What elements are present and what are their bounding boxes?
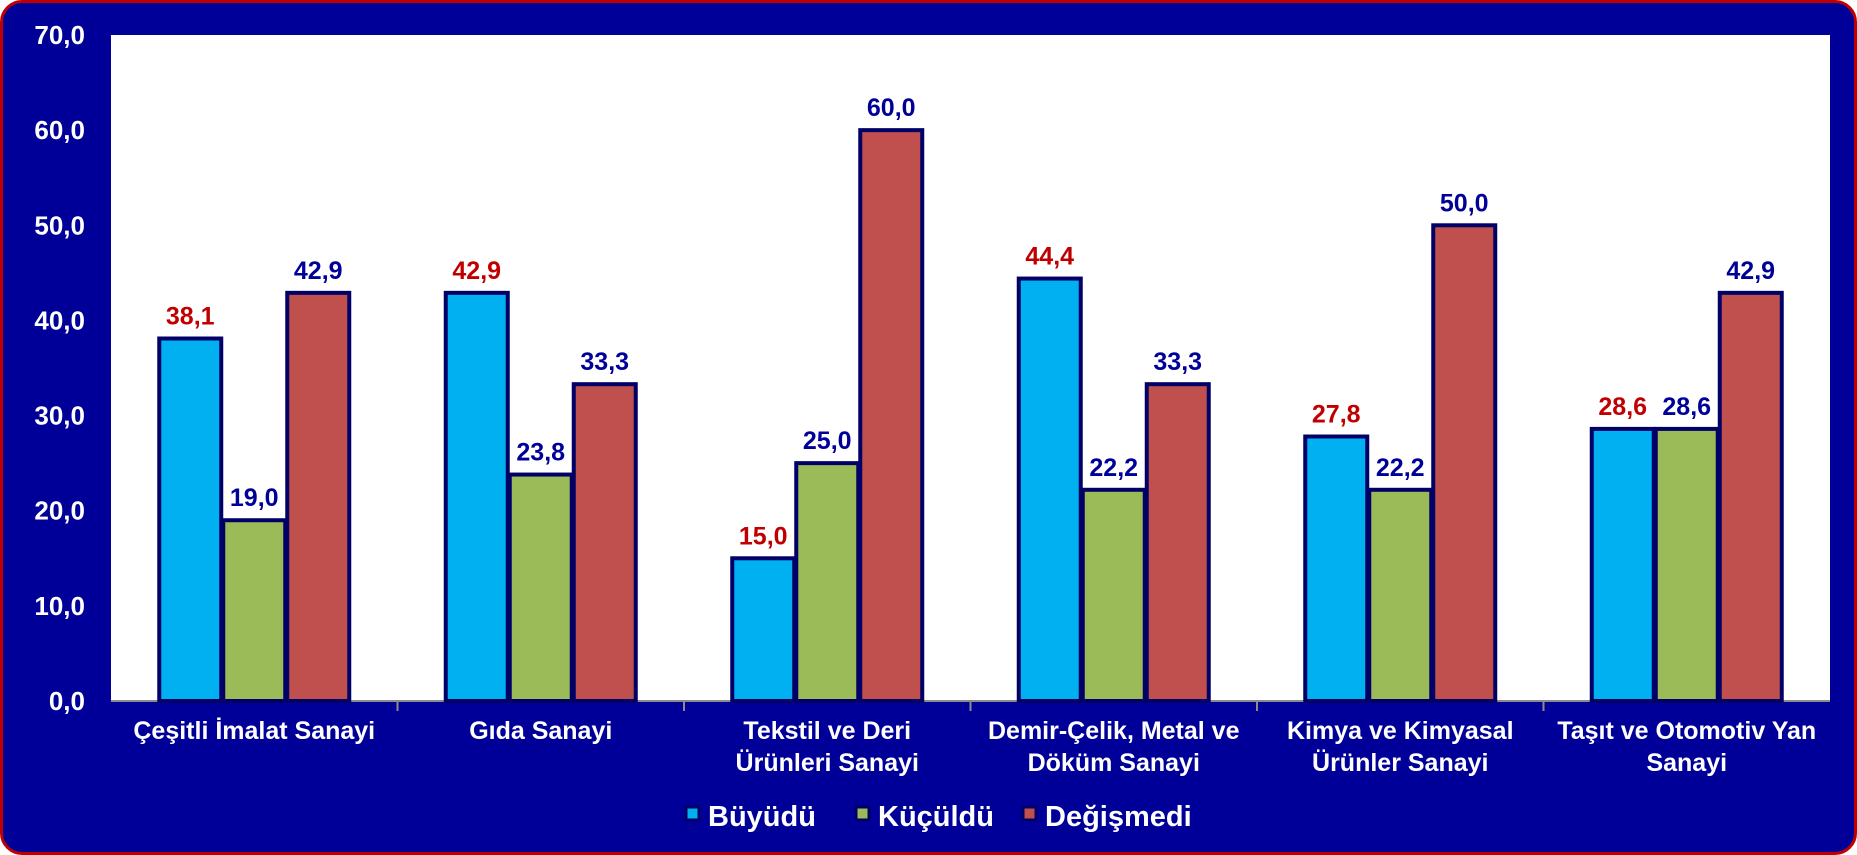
data-label: 60,0: [867, 94, 916, 122]
category-label: Kimya ve Kimyasal: [1287, 717, 1514, 745]
legend-swatch: [684, 805, 701, 822]
bar-Küçüldü: [221, 518, 288, 703]
bar-Büyüdü: [1589, 426, 1656, 703]
category-label: Gıda Sanayi: [469, 717, 612, 745]
bar-Değişmedi: [285, 290, 352, 703]
category-label: Tekstil ve Deri: [743, 717, 911, 745]
legend-label: Büyüdü: [708, 801, 816, 833]
y-tick-label: 10,0: [34, 591, 85, 621]
legend-swatch: [854, 805, 871, 822]
legend-label: Küçüldü: [878, 801, 994, 833]
bar-Değişmedi: [1717, 290, 1784, 703]
bar-Değişmedi: [571, 382, 638, 703]
bar-Küçüldü: [1367, 487, 1434, 704]
legend-item: Küçüldü: [854, 801, 994, 833]
data-label: 19,0: [230, 484, 279, 512]
data-label: 25,0: [803, 427, 852, 455]
data-label: 22,2: [1089, 454, 1138, 482]
y-tick-label: 0,0: [49, 686, 85, 716]
category-label: Ürünleri Sanayi: [736, 748, 919, 777]
category-label: Ürünler Sanayi: [1312, 748, 1488, 777]
bar-Büyüdü: [1303, 434, 1370, 703]
data-label: 27,8: [1312, 401, 1361, 429]
legend-item: Büyüdü: [684, 801, 816, 833]
data-labels: 38,1 19,0 42,9 42,9 23,8 33,3 15,0 25,0 60,0 44,4…: [166, 94, 1775, 550]
y-tick-label: 70,0: [34, 20, 85, 50]
x-axis: Çeşitli İmalat Sanayi Gıda Sanayi Tekstil …: [111, 700, 1830, 777]
bar-Küçüldü: [794, 461, 861, 703]
bar-Değişmedi: [1431, 223, 1498, 704]
y-axis: 0,0 10,0 20,0 30,0 40,0 50,0 60,0 70,0: [34, 20, 85, 716]
data-label: 42,9: [294, 257, 343, 285]
y-tick-label: 30,0: [34, 401, 85, 431]
bar-Büyüdü: [443, 290, 510, 703]
bar-Değişmedi: [1144, 382, 1211, 703]
data-label: 22,2: [1376, 454, 1425, 482]
y-tick-label: 40,0: [34, 305, 85, 335]
category-label: Taşıt ve Otomotiv Yan: [1557, 717, 1816, 745]
legend-item: Değişmedi: [1021, 801, 1192, 833]
bar-Küçüldü: [1653, 426, 1720, 703]
category-label: Demir-Çelik, Metal ve: [988, 717, 1240, 745]
category-label: Sanayi: [1646, 749, 1727, 777]
bar-Küçüldü: [507, 472, 574, 703]
legend: Büyüdü Küçüldü Değişmedi: [684, 801, 1192, 833]
category-label: Döküm Sanayi: [1028, 749, 1200, 777]
legend-label: Değişmedi: [1045, 801, 1192, 833]
data-label: 28,6: [1662, 393, 1711, 421]
bar-Değişmedi: [858, 128, 925, 703]
data-label: 28,6: [1598, 393, 1647, 421]
data-label: 42,9: [1726, 257, 1775, 285]
y-tick-label: 20,0: [34, 496, 85, 526]
legend-swatch: [1021, 805, 1038, 822]
bar-Büyüdü: [157, 336, 224, 703]
y-tick-label: 50,0: [34, 210, 85, 240]
data-label: 33,3: [580, 348, 629, 376]
data-label: 38,1: [166, 303, 215, 331]
bar-Büyüdü: [1016, 276, 1083, 703]
data-label: 42,9: [452, 257, 501, 285]
data-label: 33,3: [1153, 348, 1202, 376]
data-label: 50,0: [1440, 189, 1489, 217]
data-label: 44,4: [1025, 243, 1074, 271]
bar-Küçüldü: [1080, 487, 1147, 704]
category-label: Çeşitli İmalat Sanayi: [133, 717, 375, 745]
bar-Büyüdü: [730, 556, 797, 703]
plot-area: [111, 35, 1830, 701]
bar-chart: 0,0 10,0 20,0 30,0 40,0 50,0 60,0 70,0 Çeşitli …: [34, 20, 1830, 833]
bars: [157, 128, 1784, 704]
data-label: 15,0: [739, 522, 788, 550]
y-tick-label: 60,0: [34, 115, 85, 145]
data-label: 23,8: [516, 439, 565, 467]
